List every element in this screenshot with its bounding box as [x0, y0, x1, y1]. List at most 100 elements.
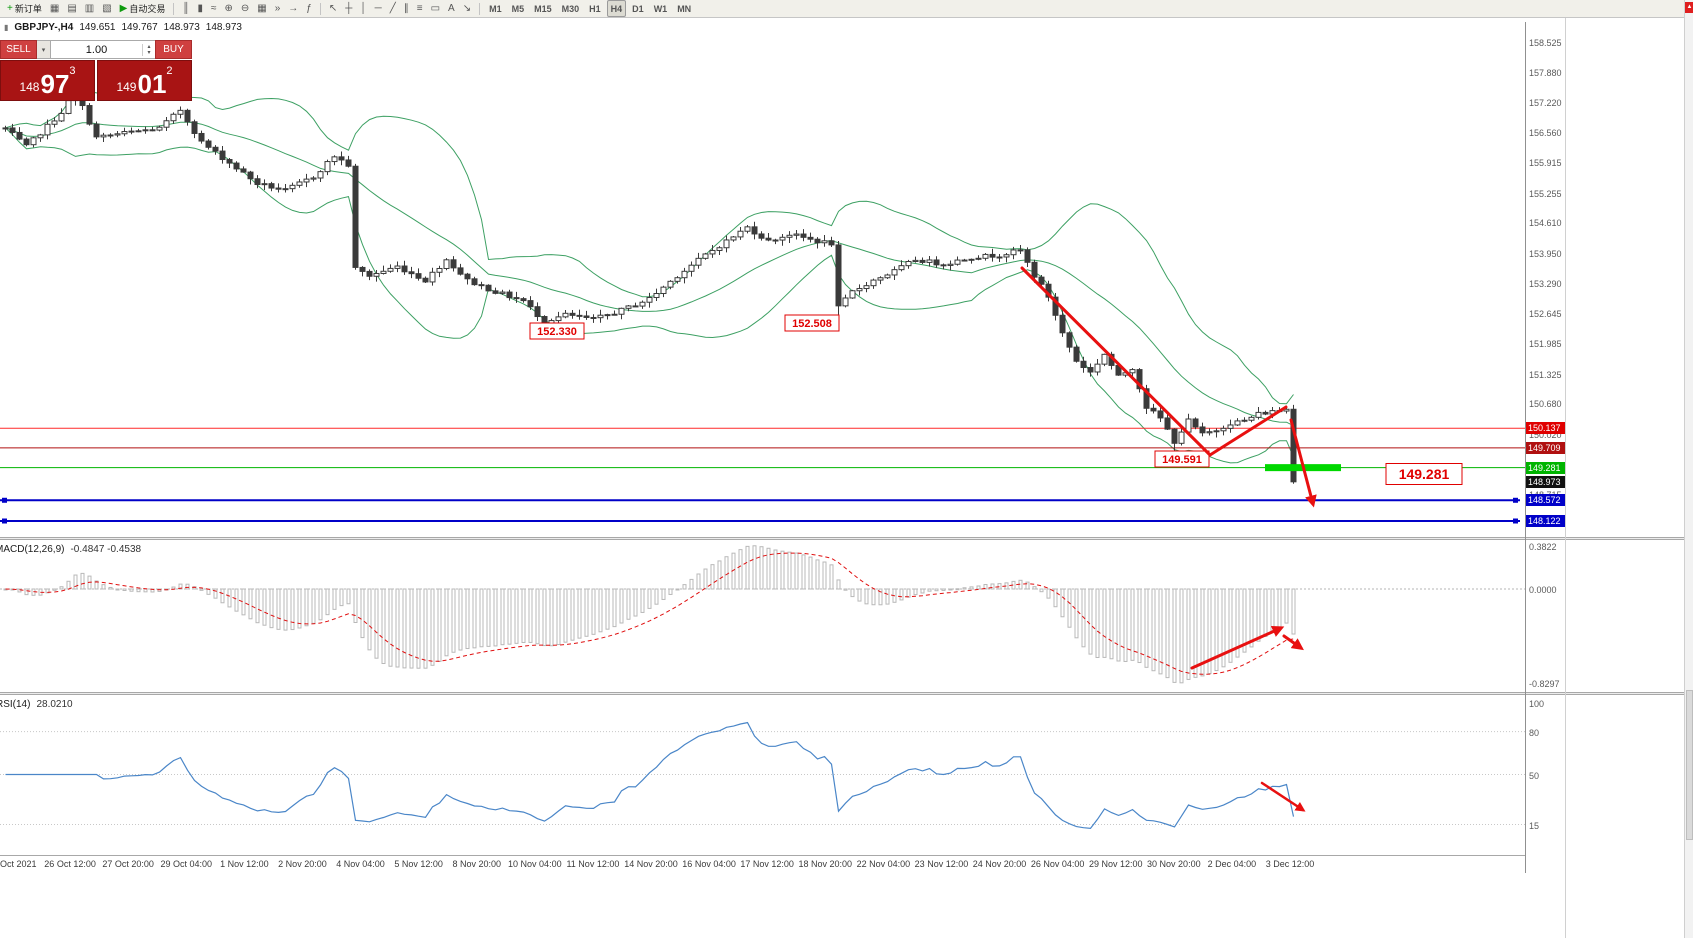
timeframe-H4[interactable]: H4 — [606, 0, 627, 17]
vertical-scrollbar[interactable]: ▲ — [1684, 0, 1693, 938]
price-tick-150.680: 150.680 — [1529, 399, 1562, 410]
volume-spinner[interactable]: ▴ ▾ — [142, 43, 155, 56]
bar-chart-icon[interactable]: ║ — [179, 0, 192, 17]
timeframe-D1[interactable]: D1 — [628, 0, 648, 17]
indicators-icon[interactable]: ƒ — [303, 0, 315, 17]
buy-button[interactable]: BUY — [155, 40, 192, 59]
time-label: 5 Nov 12:00 — [394, 859, 443, 869]
text-icon[interactable]: A — [445, 0, 458, 17]
toolbar-separator — [319, 2, 321, 15]
fibonacci-icon[interactable]: ≡ — [414, 0, 426, 17]
candlestick-icon[interactable]: ▮ — [194, 0, 206, 17]
time-label: 23 Nov 12:00 — [914, 859, 969, 869]
time-label: 18 Nov 20:00 — [798, 859, 853, 869]
panel-separator[interactable] — [0, 692, 1693, 695]
rsi-label: RSI(14) 28.0210 — [0, 699, 73, 710]
window-border — [1565, 18, 1566, 938]
one-click-trading-panel: SELL ▾ 1.00 ▴ ▾ BUY 148 97 3 149 01 2 — [0, 40, 192, 101]
buy-price-display[interactable]: 149 01 2 — [97, 60, 192, 101]
price-badge-148.122: 148.122 — [1526, 515, 1566, 527]
spin-down-icon[interactable]: ▾ — [147, 49, 151, 56]
toolbar-separator — [479, 2, 481, 15]
volume-field[interactable]: 1.00 ▴ ▾ — [51, 40, 155, 59]
line-chart-icon-glyph: ≈ — [211, 3, 217, 14]
price-tick-153.290: 153.290 — [1529, 279, 1562, 290]
price-tick-154.610: 154.610 — [1529, 218, 1562, 229]
crosshair-icon[interactable]: ┼ — [342, 0, 355, 17]
price-tick-151.325: 151.325 — [1529, 369, 1562, 380]
tile-windows-icon[interactable]: ▦ — [254, 0, 269, 17]
tile-windows-icon-glyph: ▦ — [257, 3, 267, 14]
charts-icon[interactable]: ▦ — [47, 0, 62, 17]
macd-label: MACD(12,26,9) -0.4847 -0.4538 — [0, 544, 141, 555]
scroll-up-button[interactable]: ▲ — [1685, 2, 1693, 13]
shapes-icon[interactable]: ▭ — [428, 0, 443, 17]
price-tick-157.220: 157.220 — [1529, 98, 1562, 109]
price-tick-155.255: 155.255 — [1529, 188, 1562, 199]
scrollbar-thumb[interactable] — [1686, 690, 1693, 840]
spin-up-icon[interactable]: ▴ — [147, 43, 151, 50]
auto-scroll-icon[interactable]: » — [272, 0, 284, 17]
autotrading-button[interactable]: ▶ 自动交易 — [117, 0, 169, 17]
rsi-axis[interactable]: 100 80 50 15 — [1526, 695, 1586, 855]
market-watch-icon[interactable]: ▥ — [82, 0, 97, 17]
timeframe-M5[interactable]: M5 — [508, 0, 529, 17]
navigator-icon-glyph: ▧ — [102, 3, 112, 14]
macd-name: MACD(12,26,9) — [0, 544, 65, 555]
channel-icon[interactable]: ∥ — [401, 0, 412, 17]
trend-arrows — [1260, 781, 1306, 812]
timeframe-M15[interactable]: M15 — [530, 0, 556, 17]
horizontal-line-icon[interactable]: ─ — [372, 0, 385, 17]
zoom-in-icon-glyph: ⊕ — [224, 3, 233, 14]
timeframe-W1-label: W1 — [653, 3, 668, 14]
rsi-line — [5, 721, 1295, 830]
timeframe-H1[interactable]: H1 — [585, 0, 605, 17]
cursor-icon[interactable]: ↖ — [326, 0, 340, 17]
zoom-out-icon[interactable]: ⊖ — [238, 0, 252, 17]
autotrading-button-glyph: ▶ — [119, 3, 128, 14]
time-label: 3 Dec 12:00 — [1265, 859, 1315, 869]
sell-price-big: 97 — [40, 69, 70, 99]
trendline-icon[interactable]: ╱ — [387, 0, 399, 17]
vertical-line-icon[interactable]: │ — [357, 0, 369, 17]
panel-separator[interactable] — [0, 537, 1693, 540]
price-badge-148.572: 148.572 — [1526, 494, 1566, 507]
rsi-axis-80: 80 — [1529, 727, 1540, 738]
timeframe-MN[interactable]: MN — [673, 0, 695, 17]
svg-text:152.330: 152.330 — [537, 326, 577, 338]
chart-shift-icon[interactable]: → — [285, 0, 301, 17]
profiles-icon[interactable]: ▤ — [64, 0, 79, 17]
macd-canvas[interactable] — [0, 540, 1525, 692]
autotrading-button-label: 自动交易 — [129, 4, 166, 14]
cursor-icon-glyph: ↖ — [328, 3, 338, 14]
volume-value[interactable]: 1.00 — [85, 43, 108, 56]
macd-axis[interactable]: 0.3822 0.0000 -0.8297 — [1526, 540, 1586, 692]
navigator-icon[interactable]: ▧ — [99, 0, 114, 17]
price-tick-157.880: 157.880 — [1529, 67, 1562, 78]
auto-scroll-icon-glyph: » — [274, 3, 281, 14]
chart-window[interactable]: ▮ GBPJPY-,H4 149.651 149.767 148.973 148… — [0, 18, 1693, 938]
time-label: 11 Nov 12:00 — [566, 859, 620, 869]
arrow-tools-icon[interactable]: ↘ — [460, 0, 474, 17]
volume-dropdown-button[interactable]: ▾ — [37, 40, 51, 59]
zoom-out-icon-glyph: ⊖ — [240, 3, 250, 14]
timeframe-M1[interactable]: M1 — [485, 0, 506, 17]
time-label: 30 Nov 20:00 — [1147, 859, 1201, 869]
timeframe-M30[interactable]: M30 — [558, 0, 584, 17]
time-axis[interactable]: 26 Oct 2021 26 Oct 12:00 27 Oct 20:00 29 Oc… — [0, 855, 1525, 874]
price-tick-150.020: 150.020 — [1529, 429, 1562, 440]
line-chart-icon[interactable]: ≈ — [208, 0, 220, 17]
price-tick-158.525: 158.525 — [1529, 38, 1562, 48]
sell-button[interactable]: SELL — [0, 40, 37, 59]
zoom-in-icon[interactable]: ⊕ — [222, 0, 236, 17]
price-tick-155.915: 155.915 — [1529, 158, 1562, 169]
sell-price-display[interactable]: 148 97 3 — [0, 60, 95, 101]
sell-price-sup: 3 — [69, 65, 76, 77]
main-chart-canvas[interactable]: 152.330 152.508 149.591 149.281 — [0, 22, 1525, 537]
trendline-icon-glyph: ╱ — [389, 3, 396, 14]
price-axis[interactable]: 158.525 157.880 157.220 156.560 155.915 155.2… — [1526, 22, 1586, 537]
timeframe-W1[interactable]: W1 — [650, 0, 672, 17]
new-order-button[interactable]: + 新订单 — [4, 0, 45, 17]
indicators-icon-glyph: ƒ — [306, 3, 312, 14]
rsi-canvas[interactable] — [0, 695, 1525, 855]
